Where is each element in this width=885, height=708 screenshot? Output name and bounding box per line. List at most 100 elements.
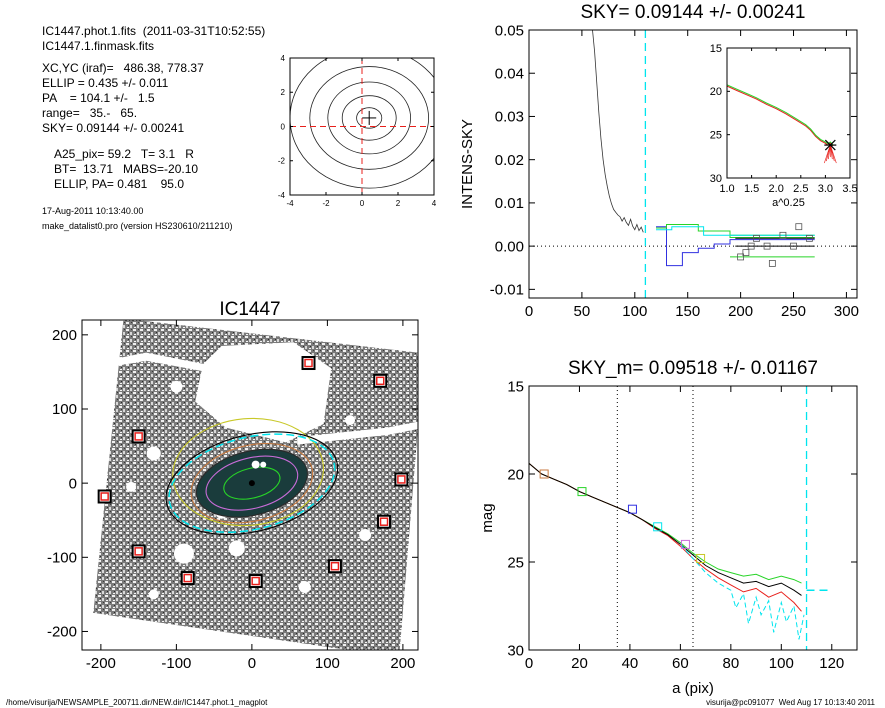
y-tick-label: 25: [507, 554, 524, 571]
mag-series: [680, 544, 805, 640]
info-line-ellip-pa: ELLIP, PA= 0.481 95.0: [54, 177, 184, 191]
mag-plot: 0 20 40 60 80 100 120 15 20 25 30 SKY_m= 0.09518 +/…: [479, 358, 858, 697]
y-tick-label: 4: [281, 54, 286, 63]
y-tick-label: 0: [281, 122, 286, 131]
y-tick-label: -100: [47, 550, 77, 567]
y-tick-label: 15: [710, 43, 722, 55]
x-tick-label: 150: [675, 303, 700, 320]
x-tick-label: 100: [769, 655, 794, 672]
x-tick-label: 4: [432, 199, 437, 208]
mag-square: [577, 487, 587, 497]
sky-square: [742, 249, 750, 257]
y-tick-label: 200: [52, 327, 77, 344]
masked-region: [195, 342, 332, 443]
mag-series: [529, 463, 802, 612]
info-line-bt: BT= 13.71 MABS=-20.10: [54, 162, 199, 176]
mag-ylabel: mag: [479, 503, 496, 532]
y-tick-label: 2: [281, 88, 286, 97]
y-tick-label: -200: [47, 624, 77, 641]
image-plot: -200 -100 0 100 200 -200 -100 0 100 200 IC1447: [47, 299, 419, 672]
sky-data: [529, 30, 857, 298]
mag-square: [539, 469, 549, 479]
x-tick-label: 0: [360, 199, 365, 208]
x-tick-label: 300: [834, 303, 859, 320]
sky-series: [656, 226, 815, 267]
sky-inset: 1.0 1.5 2.0 2.5 3.0 3.5 15 20 25 30 a^0.25: [710, 43, 858, 209]
info-line-file: IC1447.phot.1.fits (2011-03-31T10:52:55): [42, 24, 266, 38]
sky-square: [763, 242, 771, 250]
info-line-date: 17-Aug-2011 10:13:40.00: [42, 206, 144, 216]
masked-star: [359, 529, 372, 542]
inset-background: [727, 48, 850, 178]
masked-star: [345, 415, 356, 426]
footer-path: /home/visurija/NEWSAMPLE_200711.dir/NEW.…: [6, 698, 268, 707]
x-tick-label: -100: [161, 655, 191, 672]
x-tick-label: 0: [525, 655, 533, 672]
plot-frame: [528, 29, 858, 299]
x-tick-label: 20: [571, 655, 588, 672]
x-tick-label: 2.0: [769, 183, 784, 195]
x-tick-label: 120: [819, 655, 844, 672]
y-tick-label: 100: [52, 401, 77, 418]
sky-title: SKY= 0.09144 +/- 0.00241: [580, 2, 805, 23]
x-tick-label: 2: [396, 199, 401, 208]
y-tick-label: 0.00: [495, 238, 524, 255]
sky-box-marker-inner: [183, 573, 192, 583]
intensity-profile: [592, 30, 644, 233]
mag-square: [653, 522, 663, 532]
sky-square: [747, 242, 755, 250]
masked-star: [148, 589, 159, 600]
x-tick-label: -2: [322, 199, 330, 208]
sky-box-marker-inner: [304, 358, 313, 368]
sky-box-marker-inner: [330, 561, 340, 571]
masked-star: [146, 446, 161, 461]
contour-line: [290, 58, 434, 189]
inset-curve-red: [727, 85, 834, 147]
y-tick-label: 0.01: [495, 195, 524, 212]
info-block: IC1447.phot.1.fits (2011-03-31T10:52:55)…: [0, 0, 300, 240]
info-line-ellip: ELLIP = 0.435 +/- 0.011: [42, 76, 169, 90]
x-tick-label: 60: [672, 655, 689, 672]
info-line-range: range= 35.- 65.: [42, 106, 138, 120]
sky-box-marker-inner: [379, 517, 389, 526]
contour-lines: [290, 58, 434, 195]
masked-star: [298, 580, 311, 593]
sky-square: [805, 234, 813, 242]
sky-ylabel: INTENS-SKY: [459, 119, 476, 209]
sky-box-marker-inner: [134, 432, 143, 441]
masked-star: [126, 481, 137, 492]
contour-line: [356, 107, 383, 129]
isophote-ellipse: [223, 466, 281, 500]
plot-frame: [81, 319, 419, 651]
mag-data: [529, 386, 832, 650]
info-line-version: make_datalist0.pro (version HS230610/211…: [42, 221, 233, 231]
masked-star: [251, 460, 260, 469]
mag-series: [529, 463, 802, 584]
plot-frame: [528, 385, 858, 651]
sky-square: [753, 234, 760, 242]
inset-data: [727, 84, 837, 164]
y-tick-label: 30: [507, 642, 524, 659]
y-tick-label: 15: [507, 378, 524, 395]
contour-line: [309, 66, 430, 170]
sky-plot: 0 50 100 150 200 250 300 -0.01 0.00 0.01 0.02 0.03 0…: [459, 2, 859, 320]
sky-square: [795, 223, 803, 231]
x-tick-label: 3.0: [818, 183, 833, 195]
y-tick-label: 0.04: [495, 65, 524, 82]
y-tick-label: 0.03: [495, 109, 524, 126]
x-tick-label: 2.5: [793, 183, 808, 195]
isophote-ellipse: [190, 442, 314, 524]
info-line-pa: PA = 104.1 +/- 1.5: [42, 91, 155, 105]
masked-strip: [297, 421, 418, 445]
y-tick-label: 30: [710, 173, 722, 185]
sky-square: [768, 260, 776, 267]
y-tick-label: 20: [507, 466, 524, 483]
y-tick-label: -0.01: [490, 282, 524, 299]
masked-star: [260, 461, 267, 468]
sky-series: [656, 226, 815, 236]
contour-line: [341, 95, 397, 141]
mag-square: [696, 553, 706, 563]
inset-fan: [829, 144, 837, 164]
isophote-ellipse: [165, 431, 339, 536]
